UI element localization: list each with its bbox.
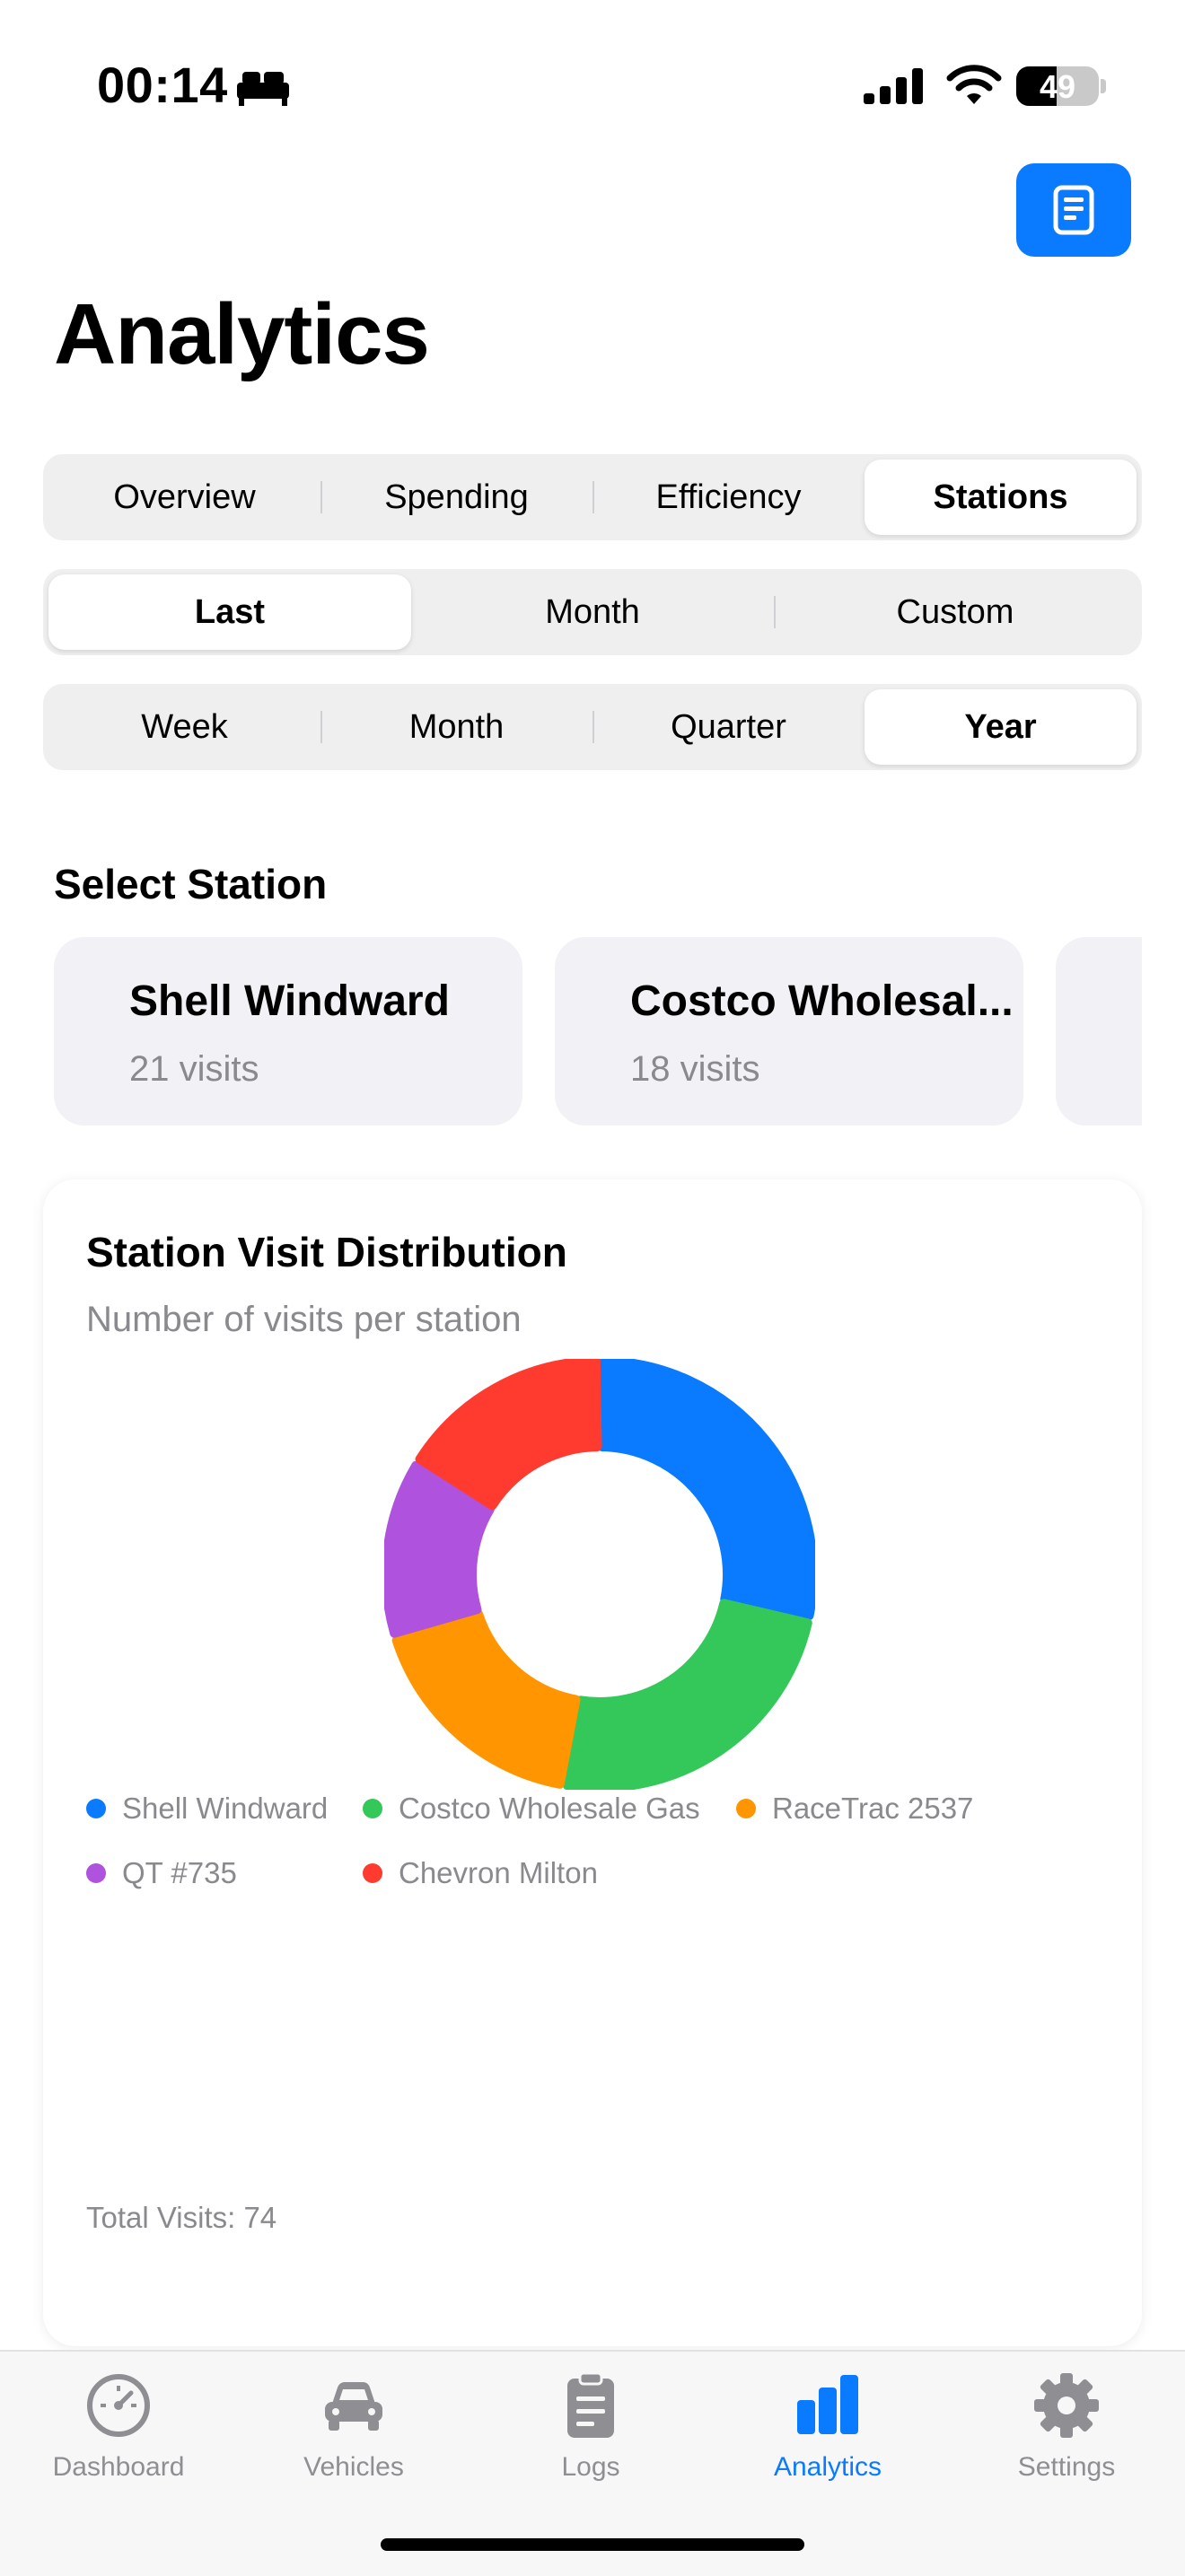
station-carousel[interactable]: Shell Windward 21 visits Costco Wholesal… <box>54 937 1142 1127</box>
station-distribution-card: Station Visit Distribution Number of vis… <box>43 1179 1142 2346</box>
tab-stations[interactable]: Stations <box>865 460 1137 535</box>
status-time: 00:14 <box>97 57 228 113</box>
clipboard-icon <box>567 2371 614 2438</box>
tab-logs[interactable]: Logs <box>492 2370 689 2495</box>
tab-dashboard[interactable]: Dashboard <box>20 2370 217 2495</box>
station-card-shell-windward[interactable]: Shell Windward 21 visits <box>54 937 522 1126</box>
home-indicator <box>381 2538 804 2551</box>
legend-dot <box>363 1799 382 1818</box>
chart-title: Station Visit Distribution <box>86 1229 567 1275</box>
legend-item: RaceTrac 2537 <box>736 1792 973 1826</box>
legend-dot <box>86 1799 106 1818</box>
donut-slice-4 <box>415 1359 602 1511</box>
battery-fill <box>1016 66 1058 106</box>
station-card-partial[interactable] <box>1056 937 1142 1126</box>
analytics-tabs: Overview Spending Efficiency Stations <box>43 454 1142 540</box>
tab-settings[interactable]: Settings <box>968 2370 1165 2495</box>
period-mode-custom[interactable]: Custom <box>774 574 1137 650</box>
select-station-title: Select Station <box>54 861 328 907</box>
report-button[interactable] <box>1016 163 1131 257</box>
period-month[interactable]: Month <box>320 689 592 765</box>
station-card-costco[interactable]: Costco Wholesal... 18 visits <box>555 937 1023 1126</box>
battery-percentage: 49 <box>1039 68 1076 105</box>
tab-label: Settings <box>1017 2452 1116 2482</box>
donut-slice-1 <box>562 1599 812 1790</box>
battery-cap <box>1101 79 1106 93</box>
legend-dot <box>86 1863 106 1883</box>
tab-spending[interactable]: Spending <box>320 460 592 535</box>
tab-label: Dashboard <box>52 2452 185 2482</box>
tab-analytics[interactable]: Analytics <box>729 2370 926 2495</box>
tab-overview[interactable]: Overview <box>113 478 256 516</box>
period-quarter[interactable]: Quarter <box>592 689 865 765</box>
period-range-control: Week Month Quarter Year <box>43 684 1142 770</box>
gear-hole <box>1058 2396 1075 2414</box>
legend-label: RaceTrac 2537 <box>772 1792 974 1825</box>
bed-icon <box>237 72 289 106</box>
station-visits: 21 visits <box>129 1049 259 1089</box>
legend-item: Costco Wholesale Gas <box>363 1792 700 1826</box>
station-name: Shell Windward <box>129 977 450 1025</box>
tab-label: Analytics <box>773 2452 882 2482</box>
gauge-icon <box>87 2374 150 2437</box>
car-icon <box>325 2382 382 2431</box>
legend-dot <box>363 1863 382 1883</box>
legend-item: QT #735 <box>86 1856 237 1890</box>
station-name: Costco Wholesal... <box>630 977 1014 1025</box>
period-mode-month[interactable]: Month <box>545 592 640 631</box>
legend-item: Shell Windward <box>86 1792 328 1826</box>
legend-label: Chevron Milton <box>399 1856 598 1889</box>
total-visits: Total Visits: 74 <box>86 2201 277 2234</box>
cellular-signal-icon <box>864 68 923 104</box>
page-title: Analytics <box>54 286 430 382</box>
donut-slice-0 <box>597 1359 815 1621</box>
period-mode-control: Last Month Custom <box>43 569 1142 655</box>
station-visits: 18 visits <box>630 1049 760 1089</box>
legend-item: Chevron Milton <box>363 1856 598 1890</box>
battery-indicator: 49 <box>1016 66 1099 106</box>
legend-dot <box>736 1799 756 1818</box>
legend-label: QT #735 <box>122 1856 237 1889</box>
document-icon <box>1053 185 1094 235</box>
tab-bar: Dashboard Vehicles Logs Analytics <box>0 2350 1185 2576</box>
period-mode-last[interactable]: Last <box>48 574 411 650</box>
donut-slice-2 <box>391 1608 581 1789</box>
period-year[interactable]: Year <box>865 689 1137 765</box>
legend-label: Shell Windward <box>122 1792 329 1825</box>
tab-vehicles[interactable]: Vehicles <box>255 2370 452 2495</box>
wifi-icon <box>946 65 1002 104</box>
gear-icon <box>1034 2373 1099 2438</box>
chart-subtitle: Number of visits per station <box>86 1300 522 1339</box>
tab-label: Vehicles <box>303 2452 404 2482</box>
donut-chart <box>384 1359 815 1790</box>
legend-label: Costco Wholesale Gas <box>399 1792 700 1825</box>
tab-efficiency[interactable]: Efficiency <box>592 460 865 535</box>
donut-slice-3 <box>384 1460 495 1638</box>
tab-label: Logs <box>561 2452 620 2482</box>
bar-chart-icon <box>797 2375 858 2434</box>
period-week[interactable]: Week <box>141 707 228 746</box>
